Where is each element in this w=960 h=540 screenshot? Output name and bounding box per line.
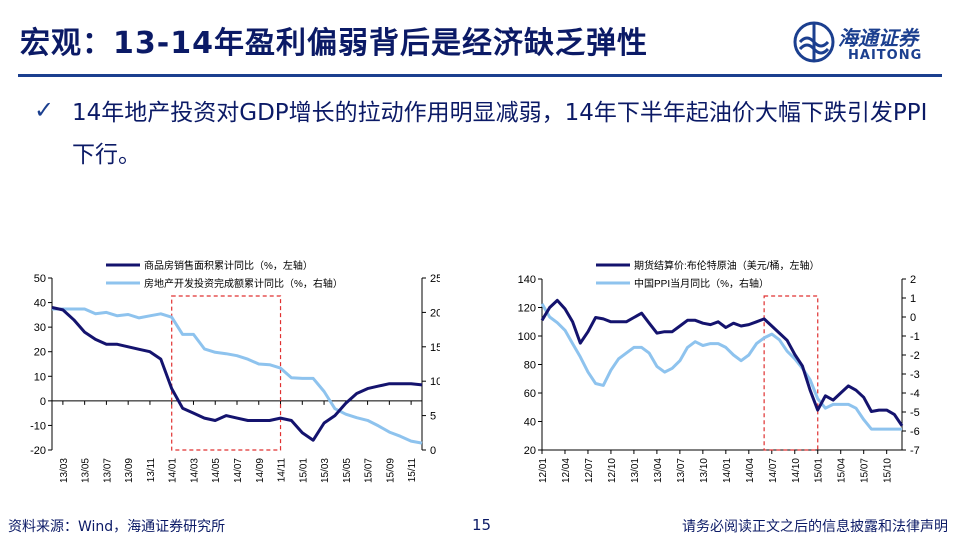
x-tick-label: 14/07 [233,458,244,483]
haitong-logo: 海通证券 HAITONG [792,20,942,64]
x-tick-label: 12/01 [538,458,549,483]
x-tick-label: 12/04 [561,458,572,483]
left-tick-label: 20 [524,445,536,457]
header-divider [18,74,942,77]
left-tick-label: 100 [518,331,536,343]
left-tick-label: 50 [34,273,46,285]
x-tick-label: 13/04 [653,458,664,483]
x-tick-label: 13/09 [124,458,135,483]
left-tick-label: 120 [518,303,536,315]
page-title: 宏观：13-14年盈利偏弱背后是经济缺乏弹性 [20,26,648,61]
x-tick-label: 14/01 [168,458,179,483]
x-tick-label: 13/01 [630,458,641,483]
legend-label: 期货结算价:布伦特原油（美元/桶，左轴） [634,259,820,272]
x-tick-label: 15/07 [860,458,871,483]
x-tick-label: 15/07 [364,458,375,483]
x-tick-label: 15/01 [814,458,825,483]
left-tick-label: -20 [30,445,46,457]
series-line-1 [51,306,423,442]
left-tick-label: 80 [524,360,536,372]
left-tick-label: 20 [34,347,46,359]
x-tick-label: 12/07 [584,458,595,483]
logo-english-text: HAITONG [848,48,923,63]
right-tick-label: 0 [430,445,436,457]
x-tick-label: 13/11 [146,458,157,483]
x-tick-label: 14/07 [768,458,779,483]
x-tick-label: 15/04 [837,458,848,483]
x-tick-label: 12/10 [607,458,618,483]
x-tick-label: 14/09 [255,458,266,483]
legend-label: 商品房销售面积累计同比（%，左轴） [144,259,313,272]
oil-ppi-chart: 140 120 100 80 60 40 20 2 1 0 -1 -2 -3 -4 -5 -6 -7 12/01 1… [500,256,940,500]
logo-chinese-text: 海通证券 [838,26,918,50]
legend-label: 中国PPI当月同比（%，右轴） [634,277,769,290]
right-tick-label: 20 [430,307,440,319]
right-tick-label: -6 [910,426,920,438]
right-tick-label: 10 [430,376,440,388]
x-tick-label: 14/03 [189,458,200,483]
right-tick-label: -5 [910,407,920,419]
series-line-2 [540,302,902,431]
right-tick-label: -2 [910,350,920,362]
right-tick-label: 0 [910,312,916,324]
x-tick-label: 13/03 [59,458,70,483]
page-number: 15 [472,516,492,534]
right-tick-label: 1 [910,293,916,305]
x-tick-label: 15/01 [298,458,309,483]
left-tick-label: -10 [30,420,46,432]
right-tick-label: -7 [910,445,920,457]
source-note: 资料来源：Wind，海通证券研究所 [8,519,226,535]
right-tick-label: 25 [430,273,440,285]
x-tick-label: 13/10 [699,458,710,483]
left-tick-label: 40 [524,417,536,429]
x-tick-label: 13/07 [102,458,113,483]
x-tick-label: 15/05 [342,458,353,483]
x-tick-label: 14/10 [791,458,802,483]
haitong-emblem-icon [793,21,835,63]
series-line-1 [540,298,904,427]
series-line-2 [52,307,423,445]
right-tick-label: 15 [430,342,440,354]
right-tick-label: 2 [910,274,916,286]
left-tick-label: 30 [34,322,46,334]
left-tick-label: 10 [34,371,46,383]
disclaimer: 请务必阅读正文之后的信息披露和法律声明 [682,519,948,535]
left-tick-label: 40 [34,298,46,310]
left-tick-label: 60 [524,388,536,400]
bullet-text: 14年地产投资对GDP增长的拉动作用明显减弱，14年下半年起油价大幅下跌引发PP… [72,100,928,168]
x-tick-label: 14/04 [745,458,756,483]
x-tick-label: 13/05 [81,458,92,483]
legend-label: 房地产开发投资完成额累计同比（%，右轴） [144,277,343,290]
x-tick-label: 15/10 [883,458,894,483]
x-tick-label: 15/11 [407,458,418,483]
x-tick-label: 14/01 [722,458,733,483]
x-tick-label: 14/11 [277,458,288,483]
highlight-box [171,295,282,451]
left-tick-label: 0 [40,396,46,408]
real-estate-chart: 50 40 30 20 10 0 -10 -20 25 20 15 10 5 0 13/03 13/05 13/… [20,256,442,500]
x-tick-label: 15/09 [385,458,396,483]
highlight-box [763,295,819,451]
right-tick-label: 5 [430,411,436,423]
left-tick-label: 140 [518,274,536,286]
x-tick-label: 14/05 [211,458,222,483]
checkmark-icon: ✓ [34,96,55,124]
x-tick-label: 15/03 [320,458,331,483]
right-tick-label: -4 [910,388,920,400]
right-tick-label: -1 [910,331,920,343]
x-tick-label: 13/07 [676,458,687,483]
right-tick-label: -3 [910,369,920,381]
